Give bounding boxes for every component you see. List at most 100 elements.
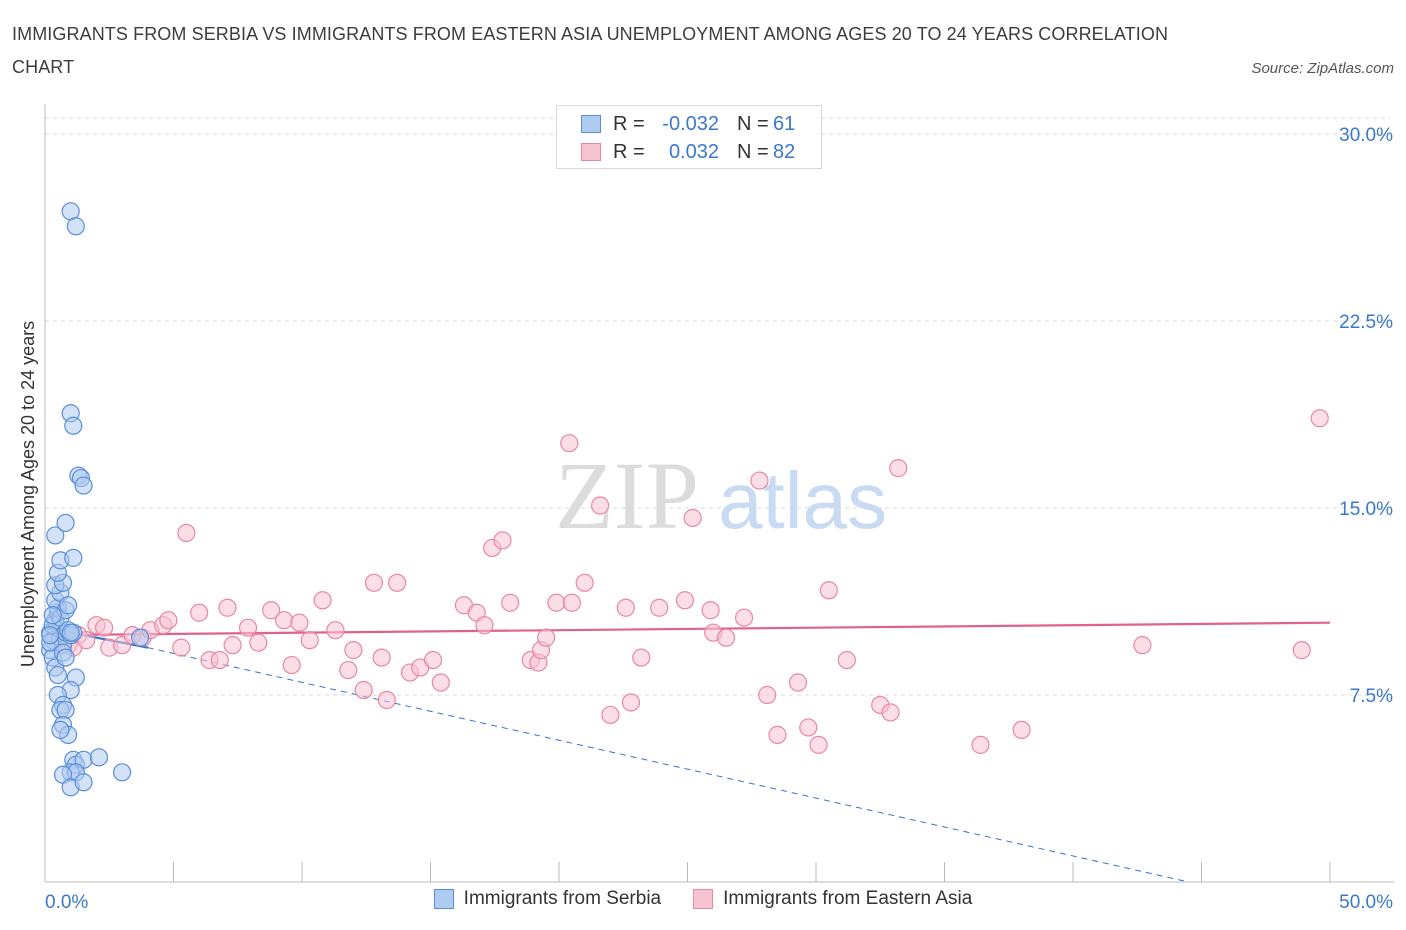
data-point-eastern-asia	[326, 621, 345, 640]
series-legend: Immigrants from Serbia Immigrants from E…	[0, 888, 1406, 910]
data-point-serbia	[56, 700, 75, 720]
data-point-serbia	[130, 628, 150, 647]
y-tick-label: 30.0%	[1339, 125, 1393, 146]
data-point-serbia	[64, 416, 83, 435]
data-point-eastern-asia	[621, 693, 641, 712]
data-point-eastern-asia	[819, 581, 838, 600]
data-point-eastern-asia	[734, 608, 754, 627]
data-point-serbia	[74, 476, 93, 495]
data-point-eastern-asia	[547, 593, 566, 612]
data-point-eastern-asia	[159, 611, 178, 630]
data-point-eastern-asia	[650, 598, 669, 617]
data-point-serbia	[41, 626, 60, 645]
data-point-eastern-asia	[562, 593, 581, 612]
data-point-eastern-asia	[493, 531, 512, 550]
data-point-eastern-asia	[971, 735, 990, 754]
data-point-eastern-asia	[758, 685, 777, 705]
y-tick-label: 7.5%	[1350, 686, 1393, 707]
legend-n-label: N =	[737, 112, 769, 135]
data-point-eastern-asia	[601, 705, 620, 725]
data-point-eastern-asia	[889, 459, 908, 478]
x-tick-label-max: 50.0%	[1339, 892, 1393, 913]
data-point-eastern-asia	[701, 601, 720, 620]
points-serbia	[41, 202, 150, 797]
data-point-eastern-asia	[262, 601, 281, 620]
data-point-eastern-asia	[274, 611, 294, 630]
data-point-eastern-asia	[431, 673, 450, 692]
data-point-serbia	[56, 513, 75, 533]
series-swatch-eastern-asia	[693, 889, 714, 909]
data-point-eastern-asia	[616, 598, 635, 617]
data-point-eastern-asia	[172, 638, 191, 657]
data-point-eastern-asia	[750, 471, 769, 490]
data-point-serbia	[89, 748, 109, 767]
data-point-serbia	[112, 763, 132, 782]
data-point-eastern-asia	[290, 613, 309, 632]
x-tick-label-min: 0.0%	[45, 892, 88, 913]
data-point-eastern-asia	[1310, 409, 1329, 428]
y-axis-label: Unemployment Among Ages 20 to 24 years	[18, 321, 38, 667]
chart-title: IMMIGRANTS FROM SERBIA VS IMMIGRANTS FRO…	[12, 24, 1169, 77]
data-point-eastern-asia	[632, 648, 651, 667]
legend-r-label: R =	[613, 112, 645, 135]
data-point-eastern-asia	[768, 725, 787, 744]
legend-r-value-serbia: -0.032	[662, 112, 719, 135]
data-point-eastern-asia	[591, 496, 610, 515]
data-point-eastern-asia	[575, 573, 594, 592]
legend-swatch-serbia	[581, 115, 601, 133]
data-point-serbia	[46, 526, 65, 545]
data-point-eastern-asia	[377, 690, 396, 710]
series-legend-eastern-asia[interactable]: Immigrants from Eastern Asia	[693, 888, 972, 910]
data-point-eastern-asia	[837, 650, 856, 670]
data-point-eastern-asia	[1133, 636, 1152, 655]
series-legend-serbia[interactable]: Immigrants from Serbia	[433, 888, 662, 910]
legend-n-label: N =	[737, 140, 769, 163]
data-point-eastern-asia	[683, 508, 702, 528]
data-point-eastern-asia	[300, 631, 319, 650]
data-point-serbia	[56, 648, 75, 667]
data-point-eastern-asia	[339, 660, 358, 680]
series-swatch-serbia	[433, 889, 454, 909]
data-point-eastern-asia	[501, 593, 520, 612]
y-tick-label: 15.0%	[1339, 499, 1393, 520]
data-point-eastern-asia	[372, 648, 391, 667]
data-point-eastern-asia	[387, 573, 407, 592]
data-point-serbia	[66, 217, 85, 236]
data-point-eastern-asia	[210, 650, 229, 670]
data-point-serbia	[51, 720, 70, 740]
data-point-eastern-asia	[313, 591, 332, 610]
data-point-serbia	[43, 606, 62, 625]
legend-row-eastern-asia: R = 0.032 N = 82	[581, 139, 795, 165]
data-point-eastern-asia	[95, 618, 114, 637]
data-point-eastern-asia	[716, 628, 736, 647]
data-point-eastern-asia	[799, 718, 818, 737]
y-tick-labels: 7.5% 15.0% 22.5% 30.0%	[1339, 125, 1393, 707]
data-point-eastern-asia	[177, 523, 196, 543]
series-name-eastern-asia: Immigrants from Eastern Asia	[723, 888, 973, 909]
series-name-serbia: Immigrants from Serbia	[463, 888, 662, 909]
data-point-eastern-asia	[881, 703, 900, 722]
points-eastern-asia	[59, 409, 1329, 754]
data-point-serbia	[74, 773, 93, 792]
watermark-zip: ZIP	[555, 442, 699, 549]
data-point-eastern-asia	[218, 598, 237, 617]
data-point-eastern-asia	[344, 641, 363, 660]
correlation-legend: R = -0.032 N = 61 R = 0.032 N = 82	[556, 105, 822, 169]
data-point-eastern-asia	[1012, 720, 1031, 740]
legend-n-value-serbia: 61	[773, 112, 796, 135]
y-tick-label: 22.5%	[1339, 312, 1393, 333]
data-point-eastern-asia	[537, 628, 556, 647]
trend-line-eastern-asia	[44, 621, 1331, 637]
trend-eastern-asia	[44, 621, 1331, 637]
legend-swatch-eastern-asia	[581, 143, 601, 161]
data-point-eastern-asia	[675, 591, 695, 610]
legend-row-serbia: R = -0.032 N = 61	[581, 111, 795, 137]
data-point-eastern-asia	[1292, 641, 1311, 660]
data-point-eastern-asia	[190, 603, 209, 622]
trend-line-serbia-extension	[147, 647, 1189, 883]
watermark-atlas: atlas	[718, 456, 887, 545]
data-point-serbia	[64, 548, 83, 567]
data-point-serbia	[48, 665, 67, 685]
data-point-eastern-asia	[354, 680, 373, 700]
